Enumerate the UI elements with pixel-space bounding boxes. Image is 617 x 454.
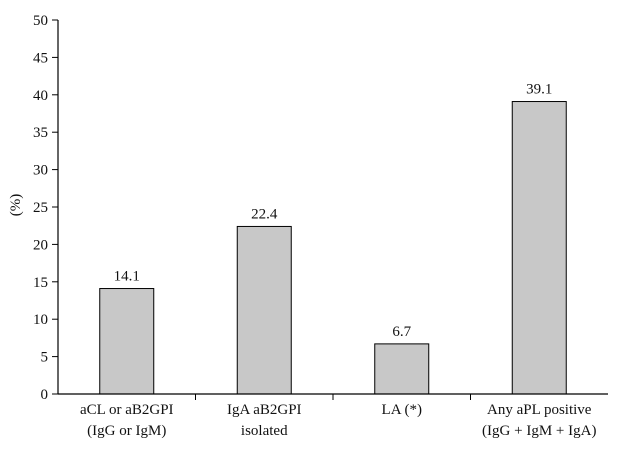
category-label: LA (*) bbox=[382, 402, 422, 418]
category-label: Any aPL positive bbox=[487, 402, 592, 418]
y-tick-label: 20 bbox=[33, 237, 48, 253]
y-axis-label: (%) bbox=[8, 194, 24, 217]
bar-value-label: 39.1 bbox=[526, 82, 552, 98]
category-label: aCL or aB2GPI bbox=[80, 402, 174, 418]
y-tick-label: 50 bbox=[33, 13, 48, 29]
category-label: (IgG or IgM) bbox=[87, 423, 166, 439]
bars bbox=[99, 101, 567, 395]
bar bbox=[236, 225, 292, 395]
bar-value-label: 14.1 bbox=[114, 269, 140, 285]
y-tick-label: 45 bbox=[33, 50, 48, 66]
bar bbox=[374, 343, 430, 395]
y-tick-label: 15 bbox=[33, 275, 48, 291]
category-label: isolated bbox=[241, 423, 288, 439]
y-tick-label: 0 bbox=[41, 387, 49, 403]
category-label: (IgG + IgM + IgA) bbox=[482, 423, 596, 439]
bar bbox=[511, 101, 567, 395]
y-axis-ticks: 0 5 10 15 20 25 30 35 40 45 50 bbox=[33, 13, 58, 403]
bar-value-label: 22.4 bbox=[251, 206, 278, 222]
y-tick-label: 5 bbox=[41, 350, 49, 366]
bar-value-label: 6.7 bbox=[392, 324, 411, 340]
x-axis-ticks bbox=[195, 394, 471, 400]
bar bbox=[99, 288, 155, 395]
data-labels: 14.1 22.4 6.7 39.1 bbox=[114, 82, 553, 340]
y-tick-label: 30 bbox=[33, 163, 48, 179]
y-tick-label: 10 bbox=[33, 312, 48, 328]
category-label: IgA aB2GPI bbox=[227, 402, 302, 418]
y-tick-label: 25 bbox=[33, 200, 48, 216]
y-tick-label: 40 bbox=[33, 88, 48, 104]
x-axis-labels: aCL or aB2GPI (IgG or IgM) IgA aB2GPI isola… bbox=[80, 402, 597, 439]
y-tick-label: 35 bbox=[33, 125, 48, 141]
